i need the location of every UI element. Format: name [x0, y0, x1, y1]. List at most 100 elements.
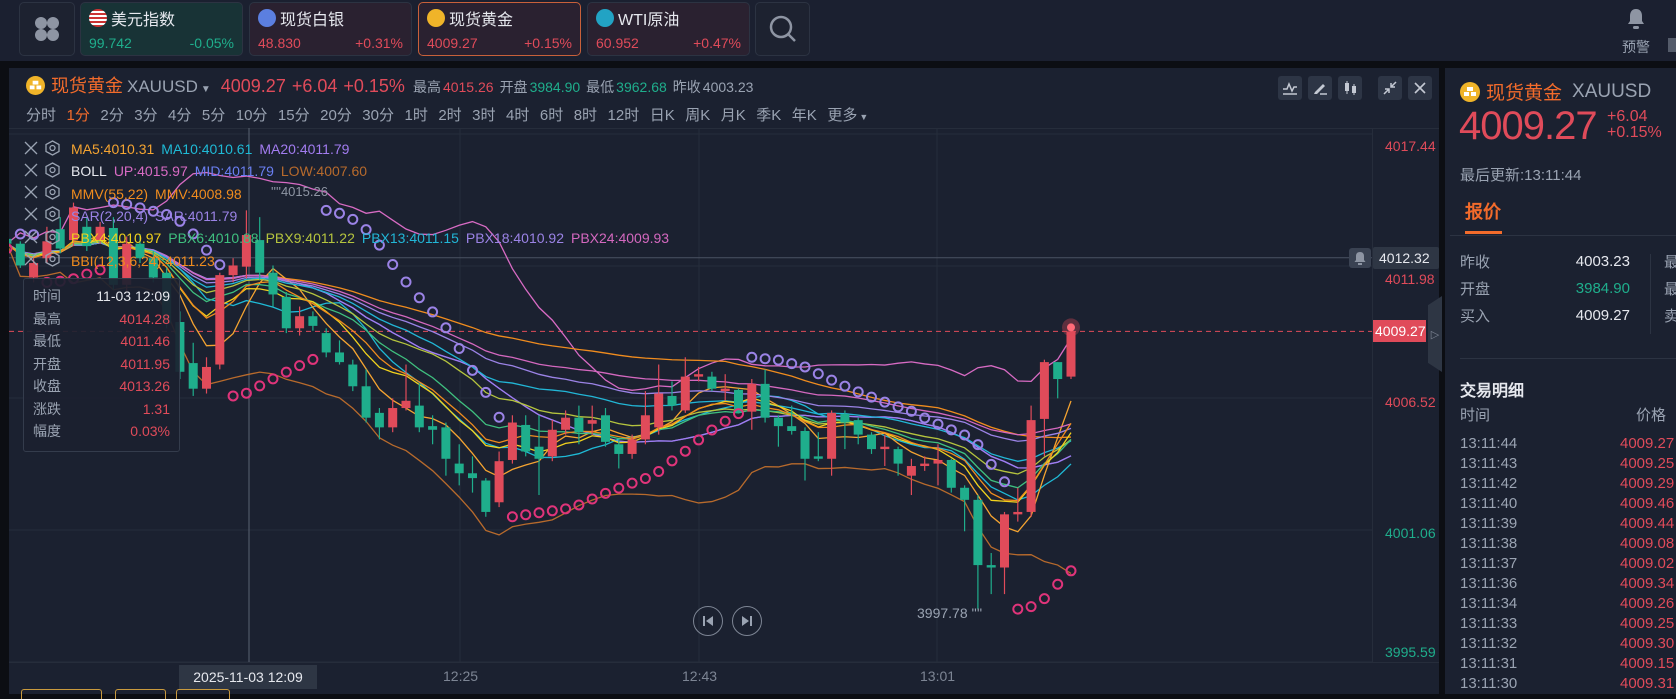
bottom-tab-button[interactable] — [21, 689, 102, 699]
symbol-dropdown-icon[interactable]: ▼ — [200, 84, 211, 95]
timeframe-8时[interactable]: 8时 — [573, 107, 598, 124]
more-topbar-item[interactable] — [1668, 38, 1676, 52]
indicator-legend: MMV(55,22) MMV:4008.98 — [24, 184, 242, 204]
tooltip-row: 最低 4011.46 — [33, 330, 170, 353]
timeframe-15分[interactable]: 15分 — [277, 107, 310, 124]
sar-dot — [9, 243, 13, 254]
remove-indicator-icon[interactable] — [24, 230, 38, 247]
trade-price: 4009.08 — [1620, 534, 1675, 552]
tooltip-value: 0.03% — [130, 423, 170, 440]
timeframe-20分[interactable]: 20分 — [320, 107, 352, 124]
remove-indicator-icon[interactable] — [24, 252, 38, 269]
panel-toggle-handle[interactable]: ▷ — [1428, 296, 1442, 372]
gold-icon — [1460, 81, 1480, 102]
trade-price: 4009.25 — [1620, 454, 1675, 472]
chart-type-button[interactable] — [1338, 76, 1362, 100]
timeframe-1时[interactable]: 1时 — [404, 107, 428, 124]
timeframe-more[interactable]: 更多 ▼ — [827, 104, 868, 125]
timeframe-4时[interactable]: 4时 — [506, 107, 530, 124]
timeframe-bar: 分时 1分 2分 3分 4分 5分 10分 15分 20分 30分 1时 2时 3时 4时 6时 8时 12时日… — [26, 104, 868, 125]
sar-dot — [387, 259, 399, 271]
chevron-down-icon: ▼ — [859, 112, 869, 122]
indicator-value: SAR(2,20,4) — [71, 207, 149, 224]
divider — [1460, 358, 1676, 359]
indicator-legend: BBI(12,3,6,24):4011.23 — [24, 251, 215, 271]
indicator-settings-icon[interactable] — [45, 251, 60, 270]
bottom-tab-button[interactable] — [115, 689, 166, 699]
quote-label: 买入 — [1460, 308, 1491, 325]
alert-price-label[interactable]: 4012.32 — [1373, 247, 1439, 269]
trade-time: 13:11:36 — [1460, 574, 1518, 592]
high-marker-dots: '''' — [271, 184, 281, 199]
candle-down — [973, 499, 983, 566]
timeframe-4分[interactable]: 4分 — [168, 107, 192, 124]
indicator-settings-icon[interactable] — [45, 162, 60, 181]
close-chart-button[interactable] — [1408, 76, 1432, 100]
symbol-code[interactable]: XAUUSD — [127, 77, 198, 96]
trade-time: 13:11:38 — [1460, 534, 1518, 552]
timeframe-12时[interactable]: 12时 — [607, 107, 640, 124]
ticker-card[interactable]: 现货黄金 4009.27 +0.15% — [418, 2, 581, 56]
timeframe-6时[interactable]: 6时 — [539, 107, 564, 124]
timeframe-10分[interactable]: 10分 — [235, 107, 268, 124]
ticker-change: -0.05% — [189, 35, 234, 51]
candle-up — [1066, 331, 1076, 377]
timeframe-周K[interactable]: 周K — [685, 107, 711, 124]
sar-dot — [121, 198, 133, 210]
pencil-icon — [1314, 84, 1327, 95]
sar-dot — [985, 458, 997, 470]
candlestick-chart[interactable] — [9, 128, 1373, 662]
indicator-button[interactable] — [1278, 76, 1302, 100]
candle-up — [507, 422, 517, 460]
scroll-to-start-button[interactable] — [693, 606, 723, 636]
indicator-settings-icon[interactable] — [45, 139, 60, 159]
divider — [1650, 254, 1651, 334]
timeframe-日K[interactable]: 日K — [649, 107, 675, 124]
scroll-to-end-button[interactable] — [732, 606, 762, 636]
ticker-card[interactable]: 美元指数 99.742 -0.05% — [80, 2, 243, 56]
apps-menu-button[interactable] — [19, 2, 75, 56]
tooltip-value: 1.31 — [142, 400, 170, 417]
indicator-value: SAR:4011.79 — [155, 207, 238, 224]
indicator-settings-icon[interactable] — [45, 184, 60, 203]
trade-row: 13:11:40 4009.46 — [1460, 493, 1676, 513]
candle-down — [255, 240, 265, 273]
timeframe-3时[interactable]: 3时 — [472, 107, 496, 124]
remove-indicator-icon[interactable] — [24, 185, 38, 202]
time-tick: 12:25 — [443, 668, 479, 684]
timeframe-1分[interactable]: 1分 — [66, 107, 90, 124]
indicator-settings-icon[interactable] — [45, 206, 60, 225]
alert-line-bell-button[interactable] — [1349, 248, 1371, 268]
candle-down — [374, 412, 384, 428]
candle-down — [707, 376, 717, 389]
bottom-tab-button[interactable] — [176, 689, 230, 699]
candle-down — [9, 238, 12, 244]
remove-indicator-icon[interactable] — [24, 141, 38, 158]
timeframe-分时[interactable]: 分时 — [26, 107, 57, 124]
candle-up — [228, 265, 238, 276]
remove-indicator-icon[interactable] — [24, 163, 38, 180]
alert-button[interactable]: 预警 — [1614, 8, 1658, 57]
timeframe-2分[interactable]: 2分 — [100, 107, 124, 124]
draw-tool-button[interactable] — [1308, 76, 1332, 100]
indicator-legend: PBX4:4010.97 PBX6:4010.88 PBX9:4011.22 PBX1… — [24, 228, 669, 248]
search-button[interactable] — [755, 2, 810, 56]
remove-indicator-icon[interactable] — [24, 207, 38, 224]
ticker-card[interactable]: WTI原油 60.952 +0.47% — [587, 2, 750, 56]
candle-down — [853, 420, 863, 435]
timeframe-2时[interactable]: 2时 — [438, 107, 462, 124]
timeframe-30分[interactable]: 30分 — [362, 107, 394, 124]
ticker-card[interactable]: 现货白银 48.830 +0.31% — [249, 2, 412, 56]
timeframe-季K[interactable]: 季K — [756, 107, 782, 124]
trade-time: 13:11:33 — [1460, 614, 1518, 632]
tab-quote[interactable]: 报价 — [1465, 202, 1501, 222]
indicator-settings-icon[interactable] — [45, 228, 60, 248]
price-label-grid: 4001.06 — [1385, 525, 1436, 541]
timeframe-月K[interactable]: 月K — [720, 107, 746, 124]
price-label-grid: 4006.52 — [1385, 394, 1436, 410]
collapse-button[interactable] — [1378, 76, 1402, 100]
timeframe-5分[interactable]: 5分 — [201, 107, 226, 124]
sar-dot — [467, 364, 478, 376]
timeframe-3分[interactable]: 3分 — [134, 107, 158, 124]
timeframe-年K[interactable]: 年K — [791, 107, 817, 124]
